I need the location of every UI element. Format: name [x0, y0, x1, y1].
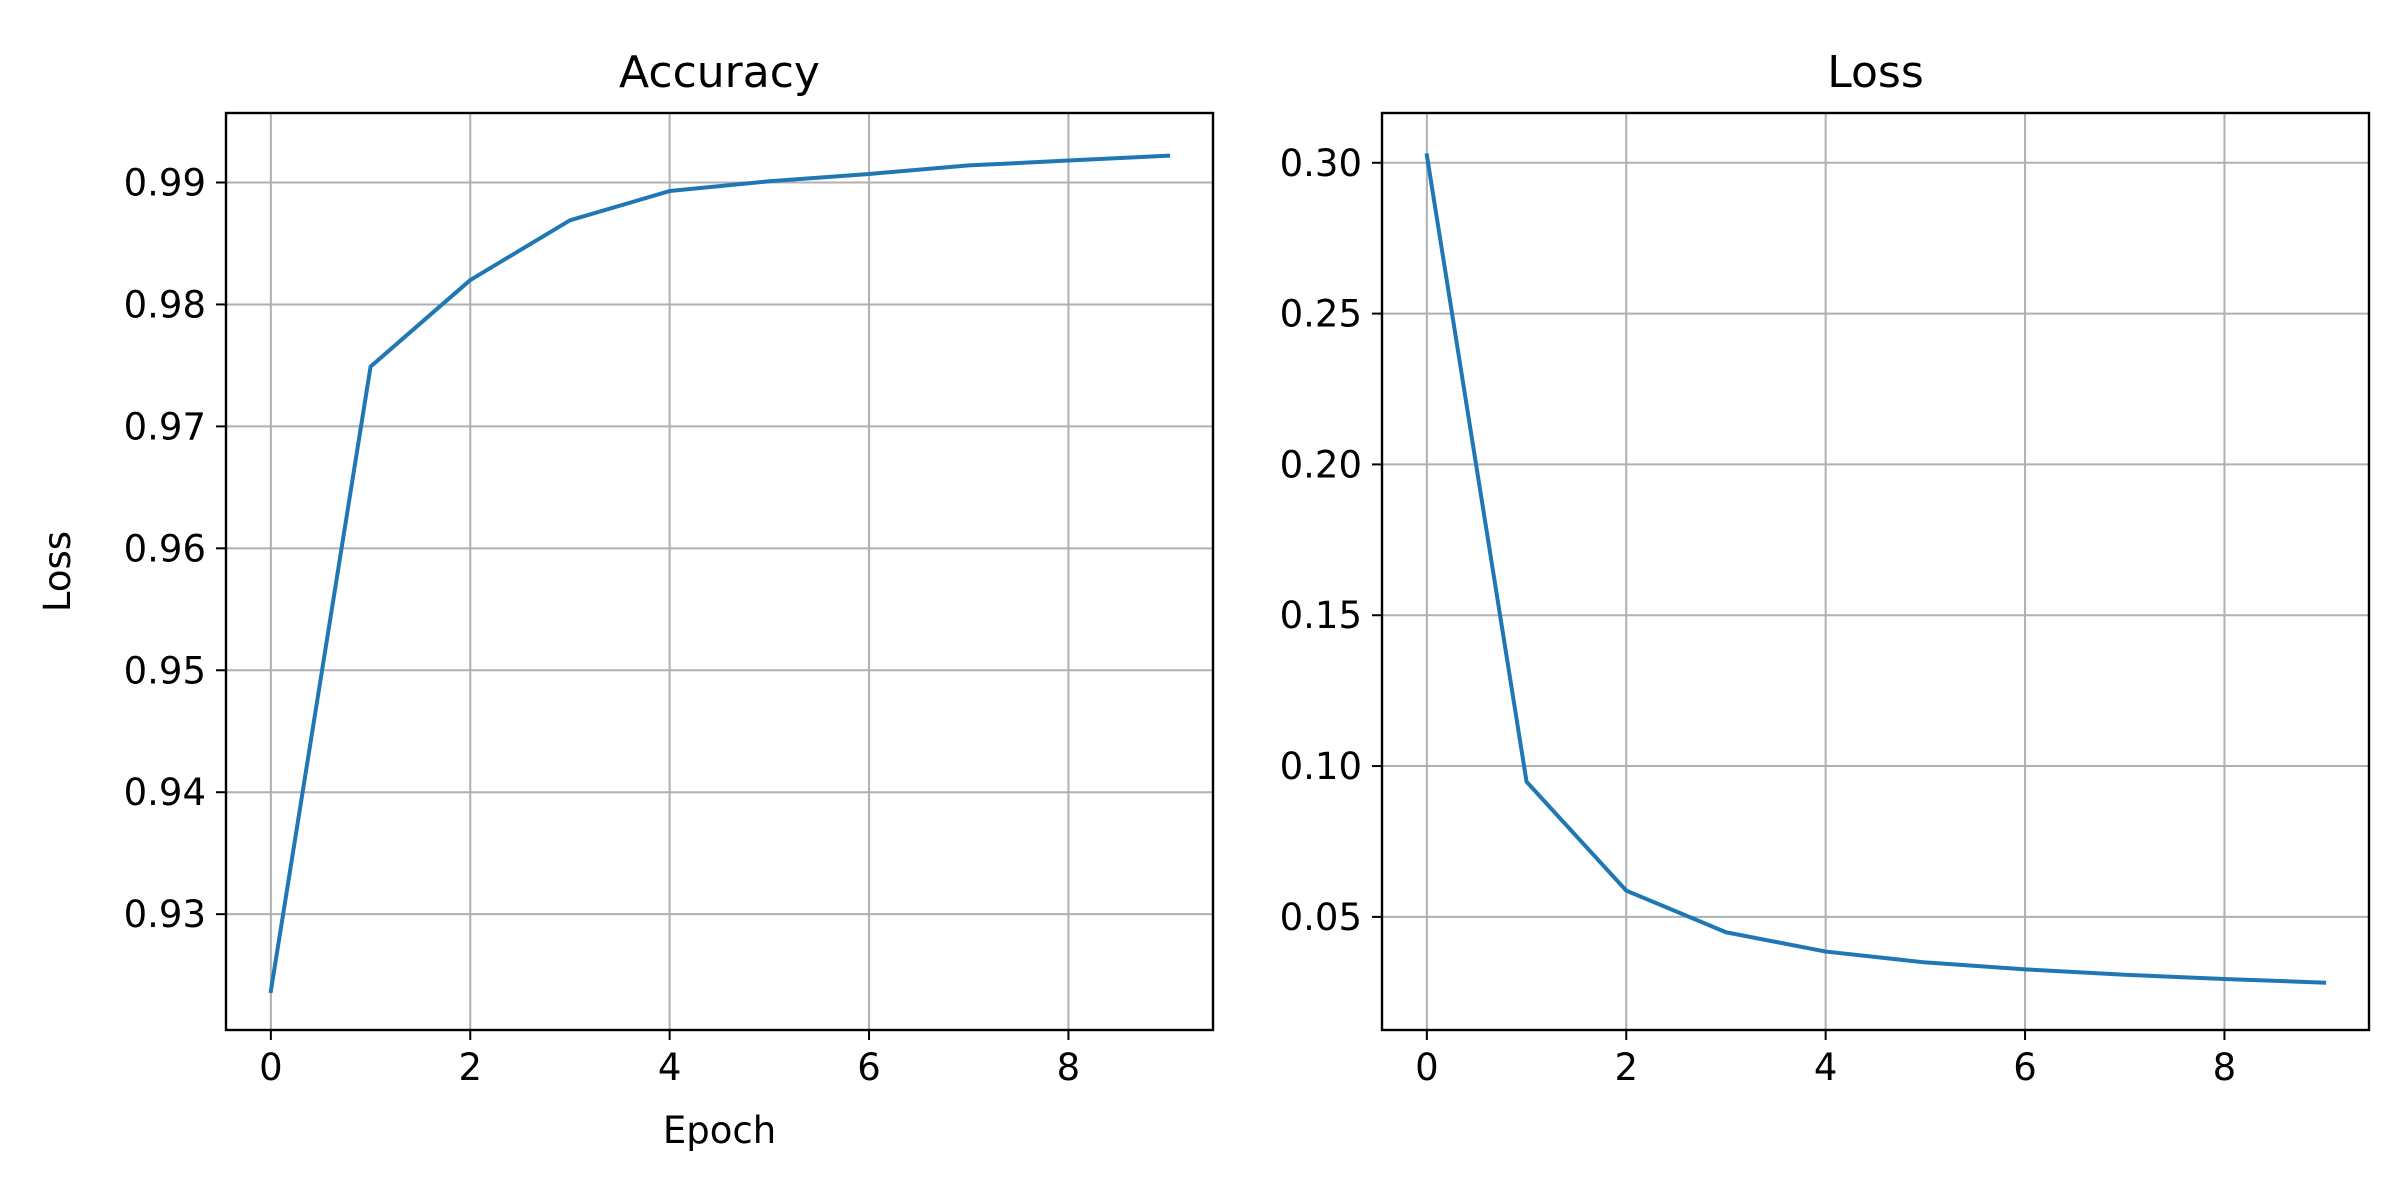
accuracy-y-tick-label: 0.99 — [124, 162, 206, 205]
loss-x-tick-label: 8 — [2213, 1046, 2237, 1089]
accuracy-x-tick-label: 2 — [458, 1046, 482, 1089]
loss-series — [1424, 152, 2327, 985]
loss-x-tick-label: 4 — [1814, 1046, 1838, 1089]
loss-series-line — [1424, 152, 2327, 985]
accuracy-y-tick-label: 0.93 — [124, 893, 206, 936]
loss-ticks: 0 2 4 6 8 0.05 0.10 0.15 0.20 0.25 0.30 — [1280, 142, 2237, 1089]
loss-y-tick-label: 0.20 — [1280, 443, 1362, 486]
accuracy-y-tick-label: 0.97 — [124, 405, 206, 448]
accuracy-series-line — [268, 153, 1171, 994]
accuracy-x-tick-label: 6 — [857, 1046, 881, 1089]
accuracy-grid — [226, 113, 1213, 1030]
accuracy-ticks: 0 2 4 6 8 0.93 0.94 0.95 0.96 0.97 0.98 0.99 — [124, 162, 1081, 1089]
loss-y-tick-label: 0.10 — [1280, 745, 1362, 788]
loss-plot-frame — [1380, 111, 2371, 1032]
accuracy-x-tick-label: 0 — [259, 1046, 283, 1089]
loss-grid — [1382, 113, 2369, 1030]
loss-chart-title: Loss — [1827, 47, 1924, 98]
loss-x-tick-label: 0 — [1415, 1046, 1439, 1089]
loss-y-tick-label: 0.05 — [1280, 896, 1362, 939]
accuracy-x-tick-label: 4 — [658, 1046, 682, 1089]
loss-y-tick-label: 0.30 — [1280, 142, 1362, 185]
loss-chart: 0 2 4 6 8 0.05 0.10 0.15 0.20 0.25 0.30 Loss — [1280, 47, 2371, 1089]
accuracy-y-tick-label: 0.96 — [124, 527, 206, 570]
accuracy-y-tick-label: 0.95 — [124, 649, 206, 692]
accuracy-plot-frame — [224, 111, 1215, 1032]
loss-y-tick-label: 0.15 — [1280, 594, 1362, 637]
accuracy-y-axis-label: Loss — [36, 531, 79, 612]
accuracy-chart-title: Accuracy — [619, 47, 820, 98]
accuracy-y-tick-label: 0.94 — [124, 771, 206, 814]
accuracy-y-tick-label: 0.98 — [124, 283, 206, 326]
loss-x-tick-label: 2 — [1614, 1046, 1638, 1089]
loss-x-tick-label: 6 — [2013, 1046, 2037, 1089]
accuracy-x-tick-label: 8 — [1057, 1046, 1081, 1089]
accuracy-chart: 0 2 4 6 8 0.93 0.94 0.95 0.96 0.97 0.98 0.99 Accura… — [36, 47, 1215, 1152]
accuracy-series — [268, 153, 1171, 994]
loss-y-tick-label: 0.25 — [1280, 293, 1362, 336]
accuracy-x-axis-label: Epoch — [663, 1109, 776, 1152]
